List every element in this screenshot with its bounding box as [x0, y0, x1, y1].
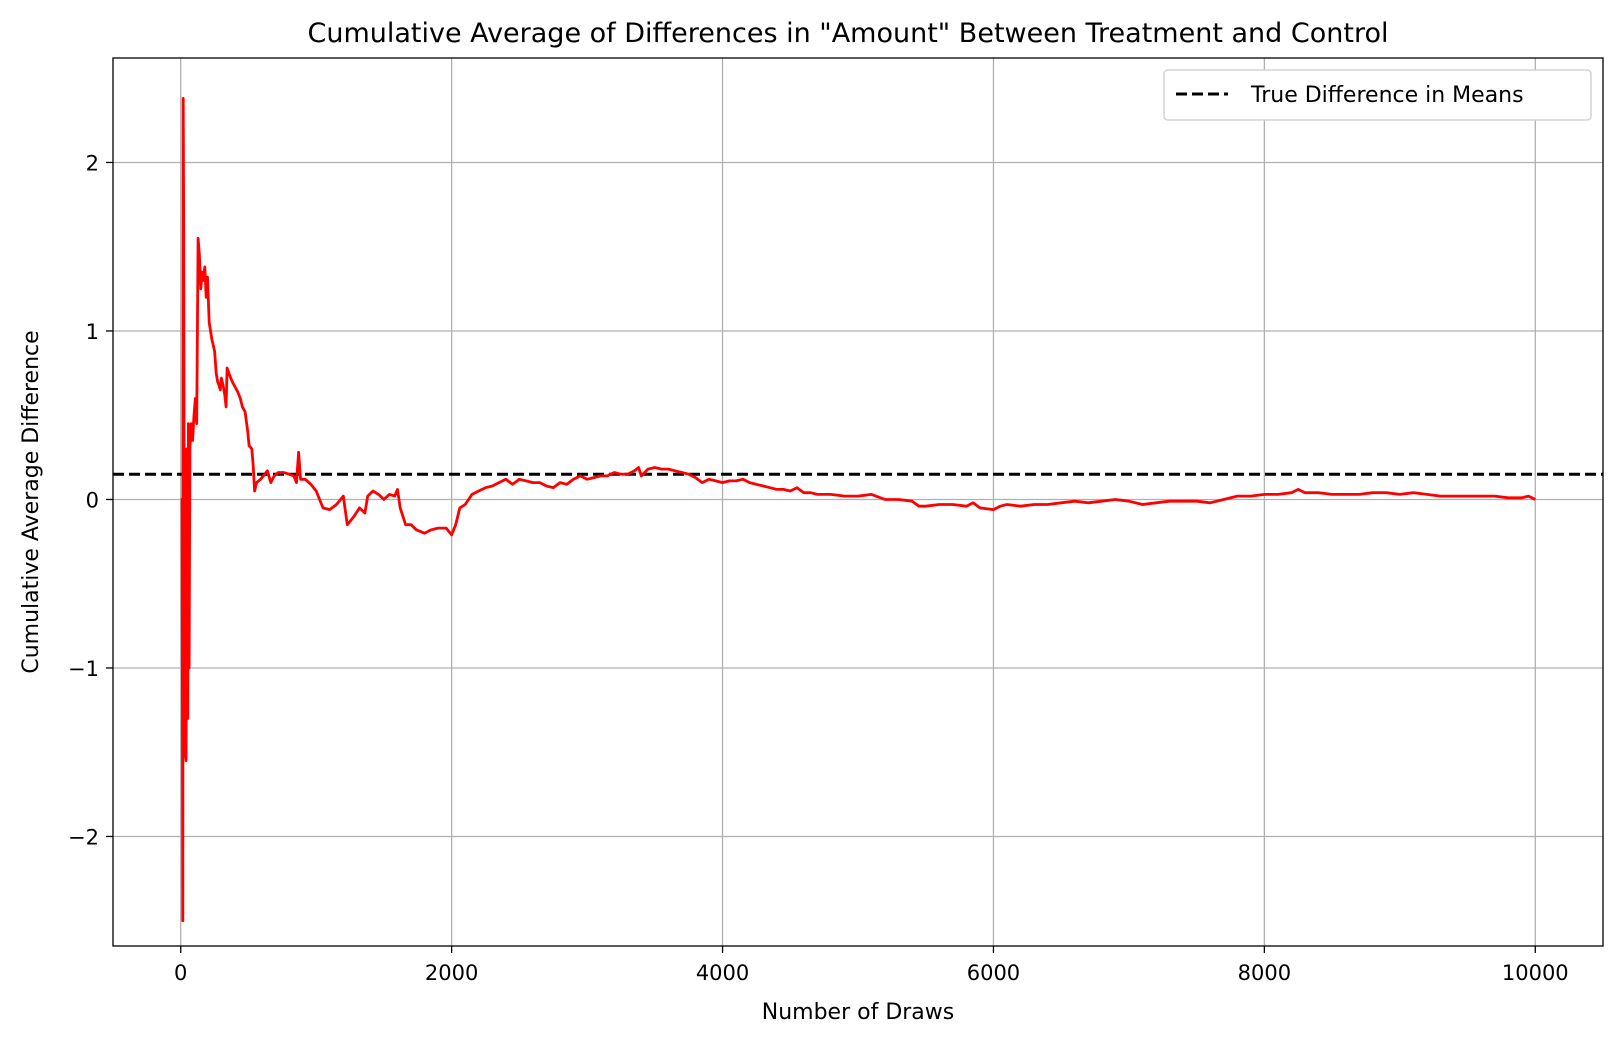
y-tick-label: 2 [86, 151, 99, 175]
grid-lines [113, 58, 1603, 946]
x-tick-label: 6000 [967, 961, 1020, 985]
x-tick-label: 8000 [1238, 961, 1291, 985]
x-axis-ticks: 0 2000 4000 6000 8000 10000 [174, 946, 1569, 985]
x-tick-label: 10000 [1502, 961, 1569, 985]
x-tick-label: 4000 [696, 961, 749, 985]
plot-background [113, 58, 1603, 946]
y-tick-label: 0 [86, 488, 99, 512]
chart-title: Cumulative Average of Differences in "Am… [308, 18, 1389, 49]
legend-box [1163, 69, 1592, 121]
plot-area [112, 57, 1604, 947]
plot-frame [112, 57, 1604, 947]
x-axis-label: Number of Draws [762, 1000, 955, 1025]
x-tick-label: 2000 [425, 961, 478, 985]
series-layer [180, 97, 1536, 923]
y-axis-ticks: −2 −1 0 1 2 [68, 151, 113, 849]
y-tick-label: −1 [68, 657, 99, 681]
y-tick-label: −2 [68, 825, 99, 849]
legend: True Difference in Means [1163, 69, 1592, 121]
x-tick-label: 0 [174, 961, 187, 985]
y-axis-label: Cumulative Average Difference [19, 330, 44, 673]
cumulative-average-line [180, 97, 1536, 923]
y-tick-label: 1 [86, 320, 99, 344]
legend-label: True Difference in Means [1250, 83, 1524, 108]
